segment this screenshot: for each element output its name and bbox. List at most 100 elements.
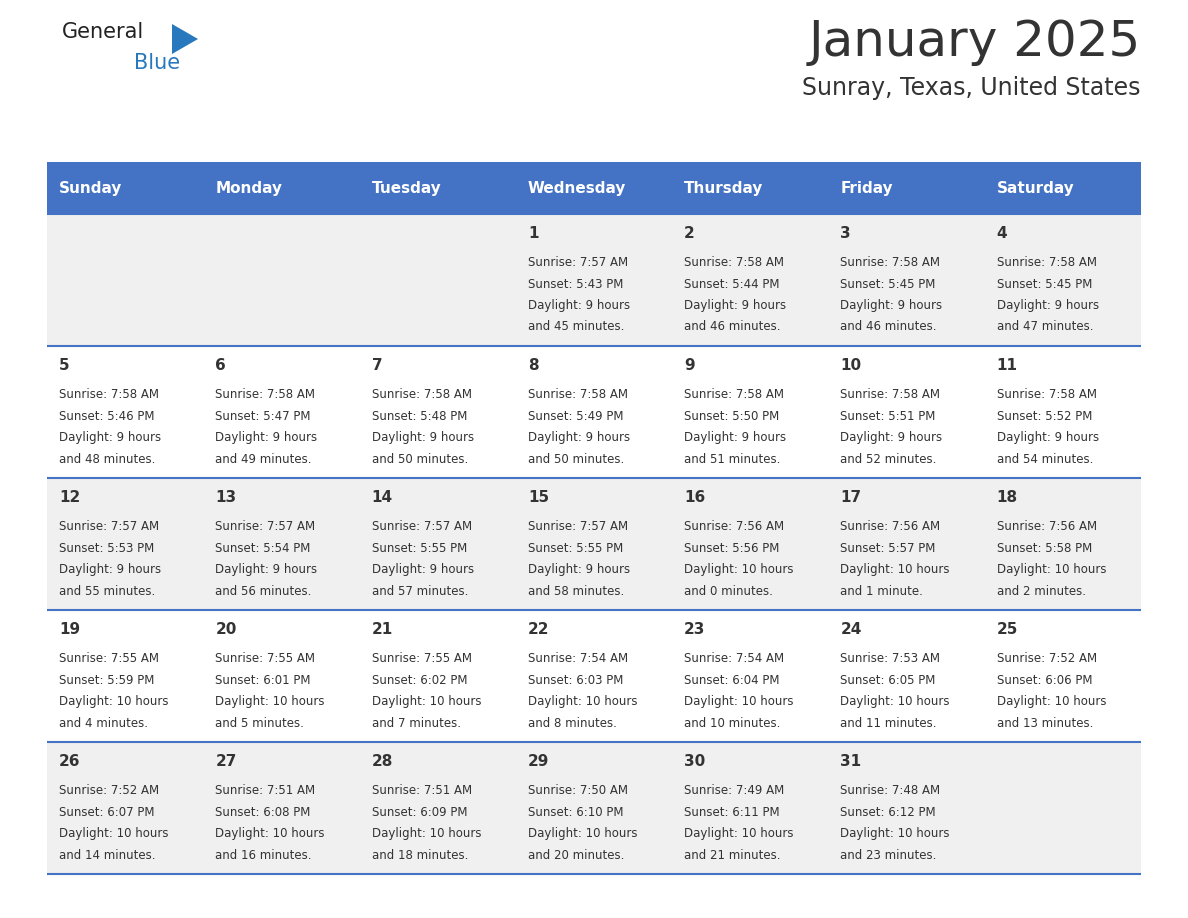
Text: Sunrise: 7:48 AM: Sunrise: 7:48 AM — [840, 784, 941, 797]
Text: and 5 minutes.: and 5 minutes. — [215, 717, 304, 730]
Text: Daylight: 9 hours: Daylight: 9 hours — [840, 431, 942, 444]
Text: Sunrise: 7:57 AM: Sunrise: 7:57 AM — [527, 520, 628, 533]
Text: Sunset: 6:03 PM: Sunset: 6:03 PM — [527, 674, 624, 687]
Text: Daylight: 10 hours: Daylight: 10 hours — [840, 563, 950, 576]
Text: 1: 1 — [527, 226, 538, 241]
Text: 20: 20 — [215, 622, 236, 637]
Text: Daylight: 9 hours: Daylight: 9 hours — [684, 299, 786, 312]
Text: 7: 7 — [372, 358, 383, 373]
Text: Sunrise: 7:58 AM: Sunrise: 7:58 AM — [684, 256, 784, 269]
Text: 13: 13 — [215, 490, 236, 505]
Bar — [203, 162, 360, 214]
Text: 25: 25 — [997, 622, 1018, 637]
Text: 17: 17 — [840, 490, 861, 505]
Text: and 48 minutes.: and 48 minutes. — [59, 453, 156, 465]
Text: Sunset: 5:52 PM: Sunset: 5:52 PM — [997, 409, 1092, 422]
Text: Daylight: 10 hours: Daylight: 10 hours — [215, 827, 324, 840]
Text: Thursday: Thursday — [684, 181, 764, 196]
Text: Saturday: Saturday — [997, 181, 1074, 196]
Text: Sunrise: 7:58 AM: Sunrise: 7:58 AM — [527, 388, 627, 401]
Text: and 11 minutes.: and 11 minutes. — [840, 717, 937, 730]
Text: January 2025: January 2025 — [809, 18, 1140, 66]
Text: and 56 minutes.: and 56 minutes. — [215, 585, 311, 598]
Text: Sunrise: 7:58 AM: Sunrise: 7:58 AM — [59, 388, 159, 401]
Text: Sunrise: 7:58 AM: Sunrise: 7:58 AM — [372, 388, 472, 401]
Text: and 2 minutes.: and 2 minutes. — [997, 585, 1086, 598]
Text: Daylight: 9 hours: Daylight: 9 hours — [215, 431, 317, 444]
Bar — [48, 478, 1140, 610]
Text: and 1 minute.: and 1 minute. — [840, 585, 923, 598]
Text: Daylight: 10 hours: Daylight: 10 hours — [527, 827, 637, 840]
Text: 22: 22 — [527, 622, 549, 637]
Text: Sunset: 5:50 PM: Sunset: 5:50 PM — [684, 409, 779, 422]
Text: 18: 18 — [997, 490, 1018, 505]
Text: Sunset: 6:01 PM: Sunset: 6:01 PM — [215, 674, 311, 687]
Text: Daylight: 9 hours: Daylight: 9 hours — [372, 431, 474, 444]
Text: Sunset: 6:04 PM: Sunset: 6:04 PM — [684, 674, 779, 687]
Text: and 46 minutes.: and 46 minutes. — [840, 320, 937, 333]
Text: Sunset: 6:06 PM: Sunset: 6:06 PM — [997, 674, 1092, 687]
Text: Daylight: 9 hours: Daylight: 9 hours — [59, 563, 162, 576]
Text: and 10 minutes.: and 10 minutes. — [684, 717, 781, 730]
Text: Sunrise: 7:56 AM: Sunrise: 7:56 AM — [997, 520, 1097, 533]
Text: Daylight: 10 hours: Daylight: 10 hours — [997, 563, 1106, 576]
Text: and 18 minutes.: and 18 minutes. — [372, 848, 468, 861]
Text: Daylight: 9 hours: Daylight: 9 hours — [997, 299, 1099, 312]
Text: Daylight: 9 hours: Daylight: 9 hours — [372, 563, 474, 576]
Text: Sunrise: 7:54 AM: Sunrise: 7:54 AM — [527, 652, 628, 665]
Text: Daylight: 10 hours: Daylight: 10 hours — [372, 695, 481, 708]
Text: General: General — [62, 22, 144, 42]
Text: Sunday: Sunday — [59, 181, 122, 196]
Text: Sunset: 5:59 PM: Sunset: 5:59 PM — [59, 674, 154, 687]
Text: 30: 30 — [684, 754, 706, 769]
Text: Sunrise: 7:55 AM: Sunrise: 7:55 AM — [59, 652, 159, 665]
Text: Tuesday: Tuesday — [372, 181, 441, 196]
Text: and 49 minutes.: and 49 minutes. — [215, 453, 311, 465]
Text: Daylight: 10 hours: Daylight: 10 hours — [59, 827, 169, 840]
Text: 12: 12 — [59, 490, 81, 505]
Text: 24: 24 — [840, 622, 861, 637]
Text: and 58 minutes.: and 58 minutes. — [527, 585, 624, 598]
Text: and 23 minutes.: and 23 minutes. — [840, 848, 937, 861]
Text: Daylight: 9 hours: Daylight: 9 hours — [527, 431, 630, 444]
Text: Friday: Friday — [840, 181, 893, 196]
Text: and 46 minutes.: and 46 minutes. — [684, 320, 781, 333]
Text: 21: 21 — [372, 622, 393, 637]
Text: Sunset: 5:45 PM: Sunset: 5:45 PM — [997, 277, 1092, 290]
Text: Sunset: 5:47 PM: Sunset: 5:47 PM — [215, 409, 311, 422]
Text: 16: 16 — [684, 490, 706, 505]
Text: Sunrise: 7:58 AM: Sunrise: 7:58 AM — [215, 388, 315, 401]
Text: Sunset: 5:44 PM: Sunset: 5:44 PM — [684, 277, 779, 290]
Text: Daylight: 10 hours: Daylight: 10 hours — [215, 695, 324, 708]
Text: Daylight: 10 hours: Daylight: 10 hours — [684, 563, 794, 576]
Text: 14: 14 — [372, 490, 393, 505]
Text: Sunset: 5:53 PM: Sunset: 5:53 PM — [59, 542, 154, 554]
Text: Sunset: 5:48 PM: Sunset: 5:48 PM — [372, 409, 467, 422]
Text: Sunrise: 7:52 AM: Sunrise: 7:52 AM — [997, 652, 1097, 665]
Text: Sunrise: 7:55 AM: Sunrise: 7:55 AM — [372, 652, 472, 665]
Text: Daylight: 10 hours: Daylight: 10 hours — [840, 695, 950, 708]
Bar — [48, 214, 1140, 346]
Bar — [48, 346, 1140, 478]
Text: Sunrise: 7:51 AM: Sunrise: 7:51 AM — [372, 784, 472, 797]
Text: Sunset: 5:45 PM: Sunset: 5:45 PM — [840, 277, 936, 290]
Text: and 47 minutes.: and 47 minutes. — [997, 320, 1093, 333]
Text: and 0 minutes.: and 0 minutes. — [684, 585, 773, 598]
Text: Wednesday: Wednesday — [527, 181, 626, 196]
Text: Sunrise: 7:58 AM: Sunrise: 7:58 AM — [840, 388, 941, 401]
Text: and 50 minutes.: and 50 minutes. — [372, 453, 468, 465]
Text: and 8 minutes.: and 8 minutes. — [527, 717, 617, 730]
Text: Daylight: 10 hours: Daylight: 10 hours — [840, 827, 950, 840]
Text: Sunset: 5:51 PM: Sunset: 5:51 PM — [840, 409, 936, 422]
Bar — [48, 610, 1140, 742]
Bar — [516, 162, 672, 214]
Text: 11: 11 — [997, 358, 1018, 373]
Text: Sunrise: 7:52 AM: Sunrise: 7:52 AM — [59, 784, 159, 797]
Text: 6: 6 — [215, 358, 226, 373]
Text: Sunset: 6:10 PM: Sunset: 6:10 PM — [527, 805, 624, 819]
Text: Sunset: 6:09 PM: Sunset: 6:09 PM — [372, 805, 467, 819]
Text: Blue: Blue — [134, 53, 181, 73]
Text: Sunset: 6:02 PM: Sunset: 6:02 PM — [372, 674, 467, 687]
Text: Daylight: 10 hours: Daylight: 10 hours — [372, 827, 481, 840]
Text: Sunrise: 7:54 AM: Sunrise: 7:54 AM — [684, 652, 784, 665]
